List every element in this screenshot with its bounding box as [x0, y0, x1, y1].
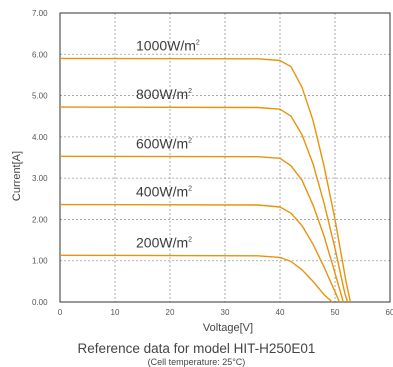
iv-curve-chart: 1000W/m2 800W/m2 600W/m2 400W/m2 200W/m2 0 10… — [11, 9, 393, 334]
y-tick-label: 3.00 — [32, 174, 48, 183]
chart-caption-note: (Cell temperature: 25°C) — [147, 358, 246, 367]
series-label: 400W/m2 — [136, 184, 192, 200]
x-tick-label: 30 — [221, 308, 230, 317]
plot-border — [59, 12, 391, 303]
series-line — [59, 254, 333, 303]
x-tick-label: 20 — [166, 308, 175, 317]
y-axis-label: Current[A] — [11, 151, 23, 201]
series-line — [59, 155, 344, 303]
plot-frame — [59, 12, 391, 303]
series-line — [59, 57, 352, 303]
chart-caption: Reference data for model HIT-H250E01 — [77, 341, 316, 356]
series-label-superscript: 2 — [188, 88, 192, 95]
series-label: 200W/m2 — [136, 234, 192, 250]
y-tick-label: 1.00 — [32, 257, 48, 266]
y-tick-label: 6.00 — [32, 50, 48, 59]
grid — [60, 13, 390, 302]
y-tick-label: 4.00 — [32, 133, 48, 142]
x-tick-label: 0 — [58, 308, 63, 317]
series-label: 800W/m2 — [136, 86, 192, 102]
series-lines — [59, 57, 352, 303]
x-tick-label: 40 — [276, 308, 285, 317]
series-label-superscript: 2 — [196, 39, 200, 46]
series-label-superscript: 2 — [188, 137, 192, 144]
series-label: 1000W/m2 — [136, 37, 200, 53]
y-tick-label: 7.00 — [32, 9, 48, 18]
y-tick-label: 5.00 — [32, 92, 48, 101]
x-tick-label: 10 — [111, 308, 120, 317]
x-tick-label: 60 — [386, 308, 393, 317]
x-axis-label: Voltage[V] — [203, 322, 253, 334]
series-line — [59, 106, 349, 303]
y-tick-label: 0.00 — [32, 298, 48, 307]
series-label-superscript: 2 — [188, 186, 192, 193]
series-label-superscript: 2 — [188, 236, 192, 243]
x-tick-label: 50 — [331, 308, 340, 317]
curve-labels: 1000W/m2 800W/m2 600W/m2 400W/m2 200W/m2 — [136, 37, 200, 250]
tick-labels: 0 10 20 30 40 50 60 0.00 1.00 2.00 3.00 4.00 5.00 6.0… — [32, 9, 393, 317]
series-line — [59, 203, 341, 303]
y-tick-label: 2.00 — [32, 215, 48, 224]
series-label: 600W/m2 — [136, 135, 192, 151]
